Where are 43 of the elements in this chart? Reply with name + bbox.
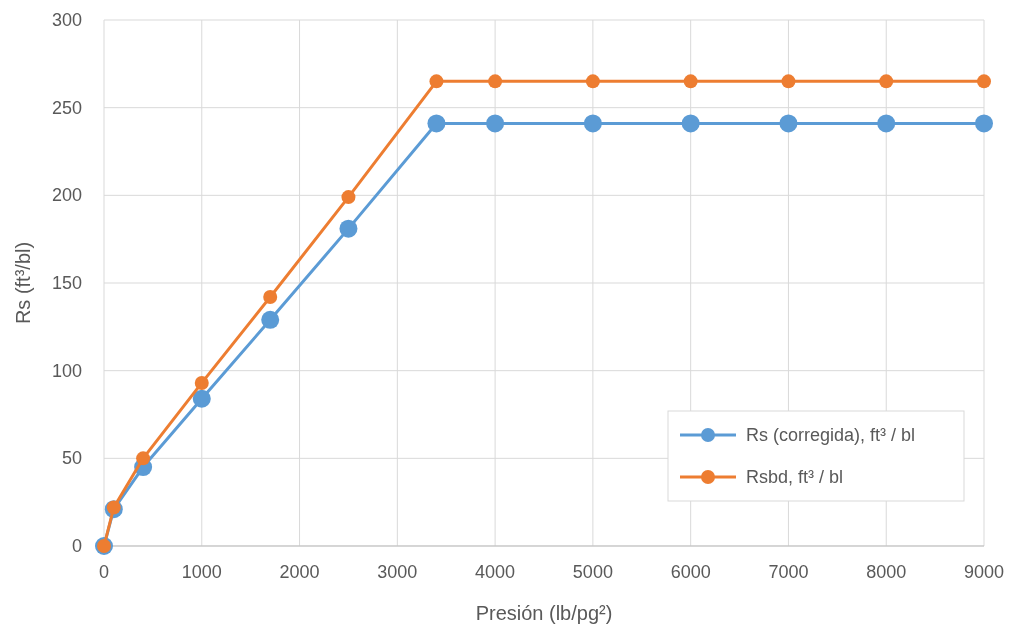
y-axis-title: Rs (ft³/bl) (12, 241, 34, 325)
point (263, 290, 278, 305)
point (341, 190, 356, 205)
y-tick-label: 200 (51, 185, 82, 206)
y-tick-label: 300 (51, 10, 82, 30)
point (106, 500, 121, 515)
x-tick-label: 8000 (866, 562, 907, 582)
point (486, 114, 505, 133)
point (429, 74, 444, 89)
point (194, 375, 209, 390)
x-tick-label: 2000 (279, 562, 320, 582)
point (683, 74, 698, 89)
point (136, 451, 151, 466)
point (879, 74, 894, 89)
point (585, 74, 600, 89)
x-tick-label: 6000 (670, 562, 711, 582)
x-tick-label: 0 (98, 562, 110, 582)
legend-label: Rs (corregida), ft³ / bl (746, 425, 916, 445)
y-tick-label: 150 (51, 273, 82, 293)
x-tick-label: 7000 (768, 562, 809, 582)
point (681, 114, 700, 133)
point (977, 74, 991, 89)
x-tick-label: 3000 (377, 562, 418, 582)
x-axis-title: Presión (lb/pg²) (475, 602, 613, 624)
point (261, 310, 280, 329)
x-tick-label: 9000 (963, 562, 1005, 582)
point (488, 74, 503, 89)
y-tick-label: 0 (71, 536, 82, 556)
x-tick-label: 5000 (572, 562, 613, 582)
point (583, 114, 602, 133)
point (975, 114, 993, 133)
point (779, 114, 798, 133)
x-tick-label: 1000 (181, 562, 222, 582)
y-tick-label: 50 (61, 448, 82, 469)
y-tick-label: 100 (51, 360, 82, 381)
point (192, 389, 211, 408)
legend-label: Rsbd, ft³ / bl (746, 467, 844, 487)
point (427, 114, 446, 133)
point (877, 114, 896, 133)
x-tick-label: 4000 (475, 562, 516, 582)
point (781, 74, 796, 89)
y-tick-label: 250 (51, 97, 82, 118)
point (339, 219, 358, 238)
